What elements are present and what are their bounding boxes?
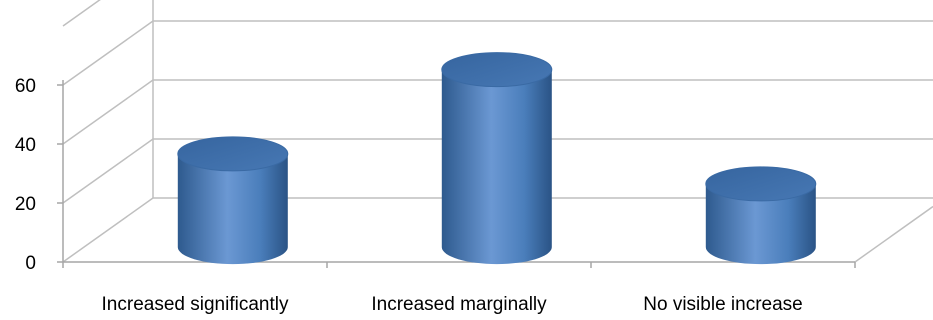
category-label: Increased marginally xyxy=(371,294,547,315)
bars xyxy=(177,52,817,265)
category-labels: Increased significantly Increased margina… xyxy=(102,294,803,315)
gridline-diagonal xyxy=(62,79,154,145)
gridline-diagonal xyxy=(62,20,154,86)
bar-top xyxy=(441,52,553,88)
gridline-diagonal xyxy=(62,197,154,263)
y-tick-labels: 0 20 40 60 xyxy=(15,76,36,274)
y-tick-label: 40 xyxy=(15,135,36,156)
bar xyxy=(177,136,289,265)
bar xyxy=(441,52,553,265)
y-tick-label: 60 xyxy=(15,76,36,97)
gridline-diagonal xyxy=(62,138,154,204)
bar-body xyxy=(177,153,288,265)
y-tick-label: 0 xyxy=(25,253,36,274)
bar-top xyxy=(705,166,817,202)
bar-body xyxy=(441,69,552,265)
y-tick-label: 20 xyxy=(15,194,36,215)
category-label: Increased significantly xyxy=(102,294,289,315)
gridline-diagonal xyxy=(62,0,101,27)
bar-body xyxy=(705,183,816,265)
axes xyxy=(57,80,856,268)
category-label: No visible increase xyxy=(643,294,802,315)
bar xyxy=(705,166,817,265)
floor-right-edge xyxy=(854,205,933,263)
bar-top xyxy=(177,136,289,172)
